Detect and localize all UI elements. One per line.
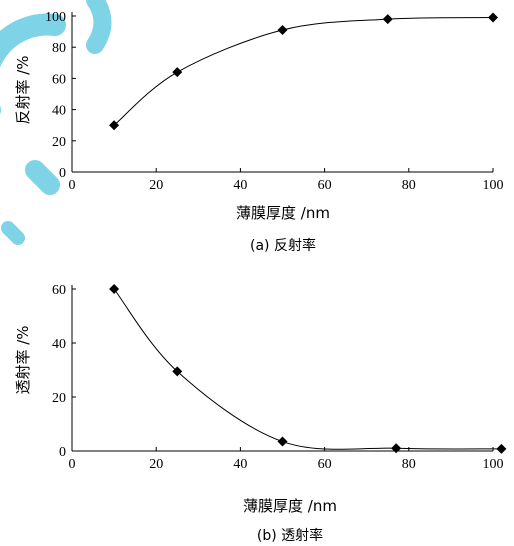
x-tick-label: 20 <box>149 178 163 193</box>
y-tick-label: 100 <box>45 10 66 25</box>
chart-caption: (b) 透射率 <box>257 527 323 544</box>
data-point-marker <box>488 12 498 23</box>
x-tick-label: 80 <box>402 178 416 193</box>
y-tick-label: 40 <box>52 337 66 352</box>
x-tick-labels: 0 20 40 60 80 100 <box>69 178 504 193</box>
data-point-marker <box>277 25 288 36</box>
y-tick-label: 40 <box>52 104 66 119</box>
x-tick-label: 100 <box>483 457 504 472</box>
y-tick-labels: 0 20 40 60 80 100 <box>45 10 66 181</box>
y-tick-label: 60 <box>52 283 66 298</box>
watermark-logo <box>0 0 112 245</box>
y-tick-label: 80 <box>52 41 66 56</box>
y-axis-label: 反射率 /% <box>14 55 32 124</box>
transmittance-chart: 0 20 40 60 80 100 0 20 40 60 薄膜厚度 /nm 透射率 /% (b)… <box>14 283 507 544</box>
y-tick-label: 20 <box>52 391 66 406</box>
y-tick-label: 0 <box>59 445 66 460</box>
x-tick-label: 0 <box>69 178 76 193</box>
y-tick-label: 20 <box>52 135 66 150</box>
data-point-marker <box>109 284 120 294</box>
axes <box>71 12 494 173</box>
data-points <box>109 12 498 131</box>
y-tick-label: 60 <box>52 72 66 87</box>
data-point-marker <box>496 443 507 454</box>
reflectance-chart: 0 20 40 60 80 100 0 20 40 60 80 100 薄膜厚度 /nm 反射率 /… <box>14 10 504 254</box>
axes <box>71 285 494 452</box>
x-tick-label: 60 <box>318 178 332 193</box>
data-point-marker <box>109 120 120 131</box>
x-tick-label: 80 <box>402 457 416 472</box>
data-point-marker <box>382 14 393 25</box>
data-point-marker <box>172 67 183 78</box>
y-tick-label: 0 <box>59 166 66 181</box>
x-axis-label: 薄膜厚度 /nm <box>236 204 330 222</box>
x-tick-label: 100 <box>483 178 504 193</box>
chart-caption: (a) 反射率 <box>250 237 316 254</box>
x-axis-label: 薄膜厚度 /nm <box>243 497 337 515</box>
data-point-marker <box>391 443 402 454</box>
series-line <box>113 17 494 126</box>
x-tick-label: 40 <box>233 178 247 193</box>
x-tick-label: 0 <box>69 457 76 472</box>
x-tick-labels: 0 20 40 60 80 100 <box>69 457 504 472</box>
x-tick-label: 20 <box>149 457 163 472</box>
data-points <box>109 284 507 454</box>
data-point-marker <box>277 436 288 447</box>
series-line <box>113 288 502 450</box>
data-point-marker <box>172 366 183 377</box>
y-axis-label: 透射率 /% <box>14 325 32 394</box>
y-tick-labels: 0 20 40 60 <box>52 283 66 460</box>
x-tick-label: 60 <box>318 457 332 472</box>
x-tick-label: 40 <box>233 457 247 472</box>
